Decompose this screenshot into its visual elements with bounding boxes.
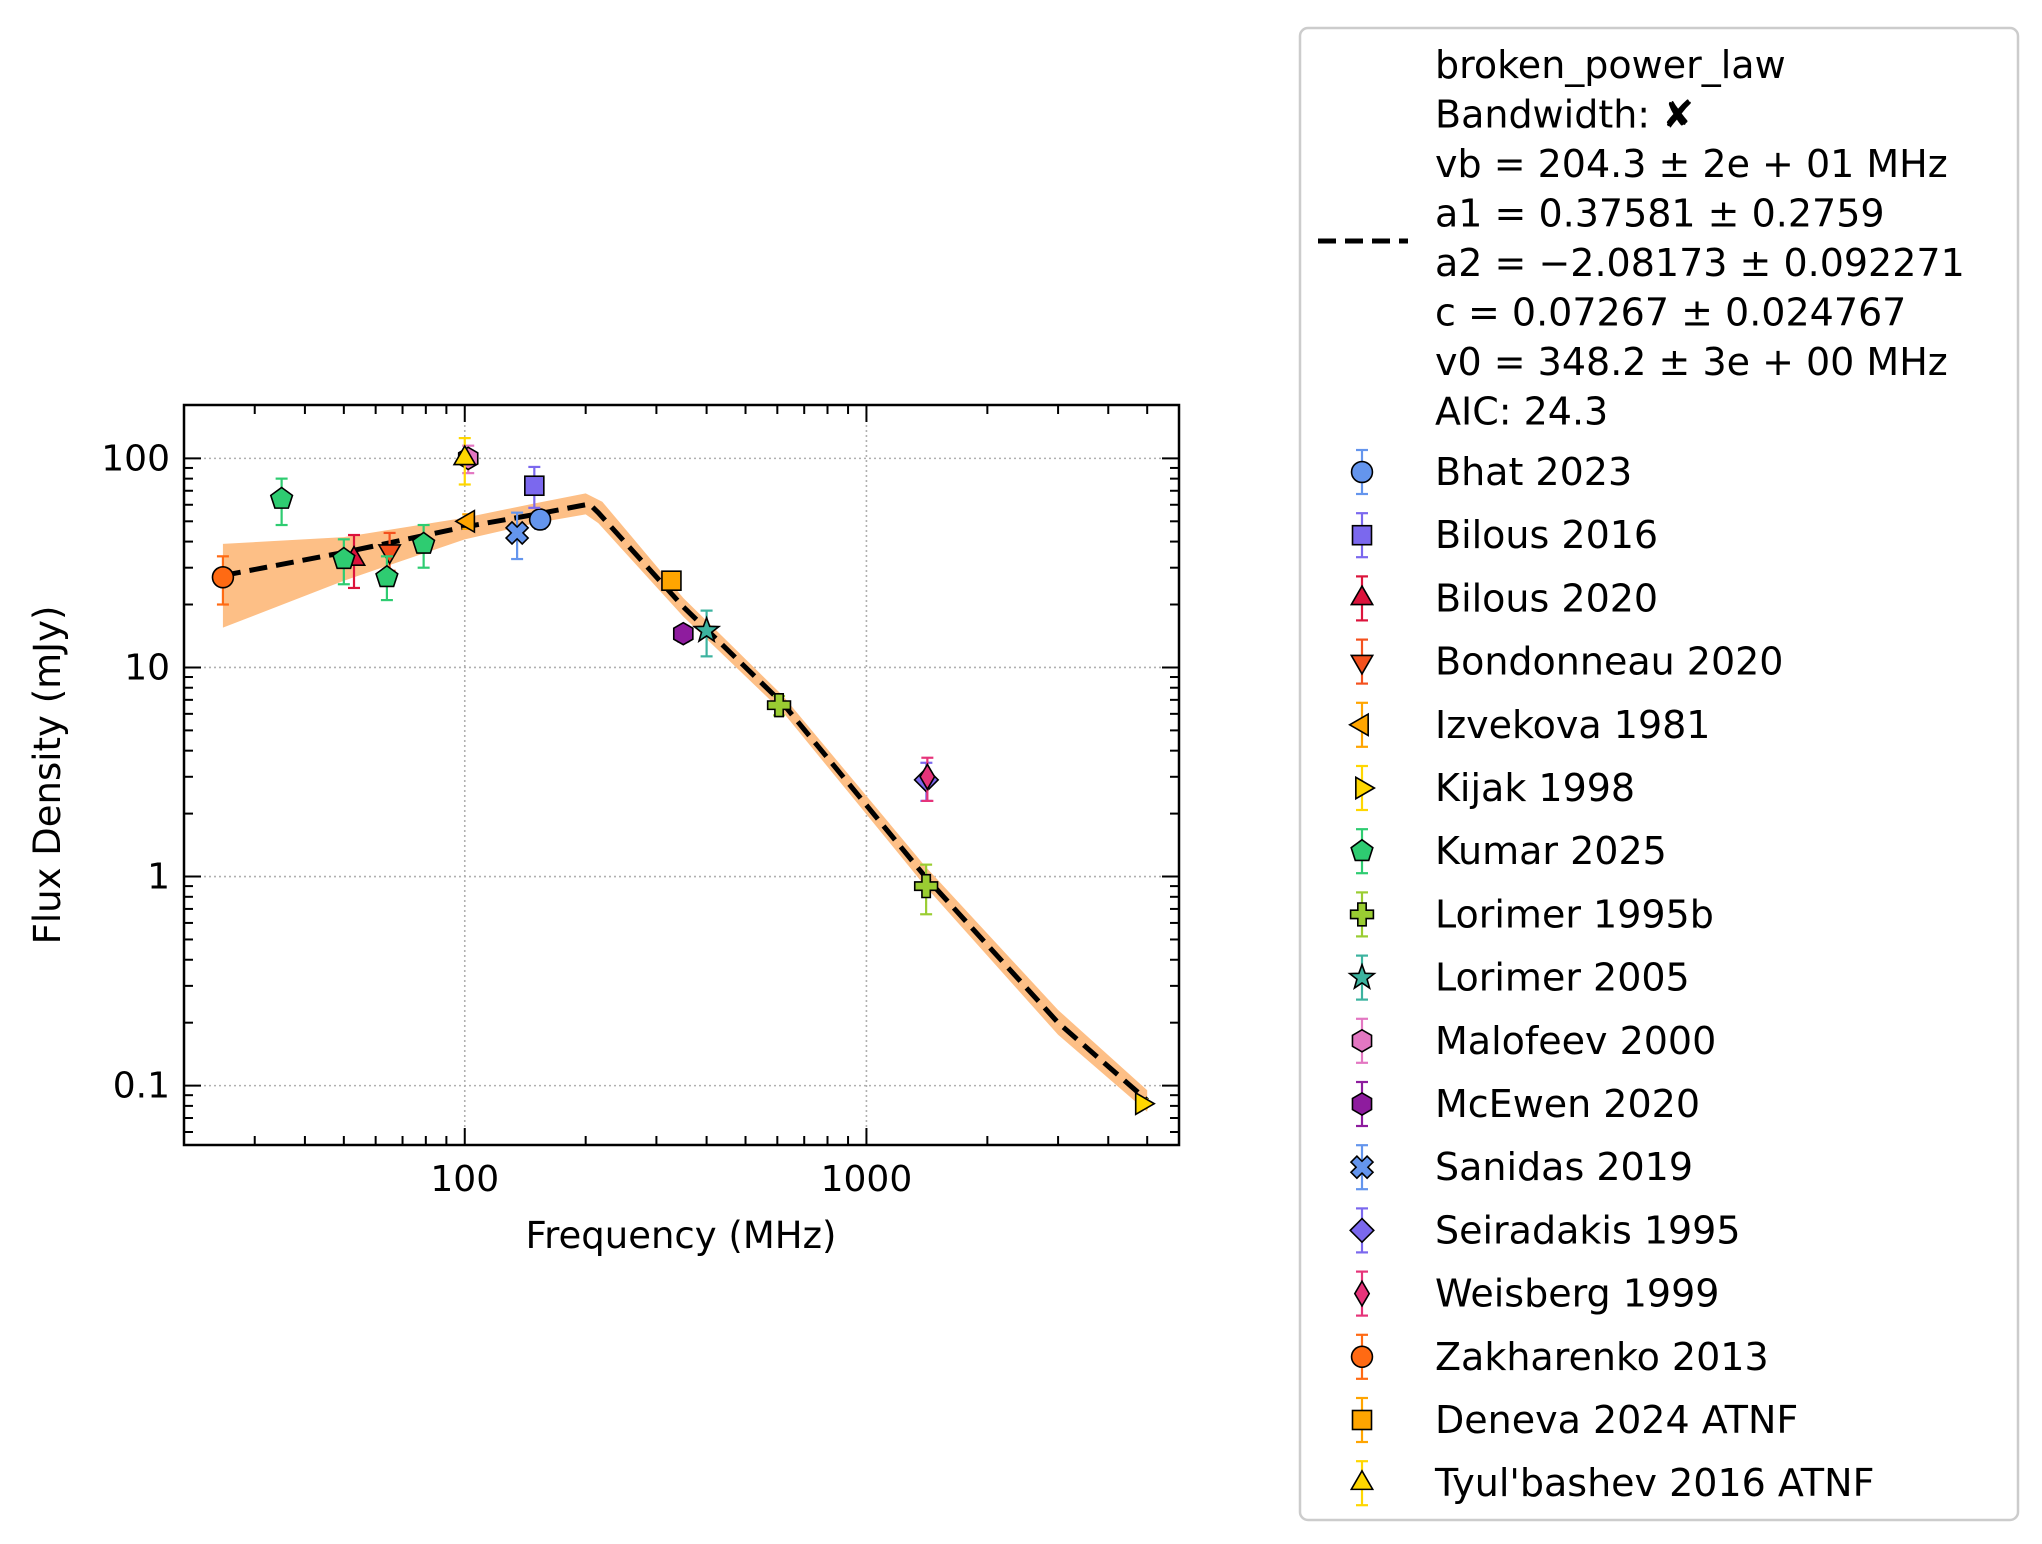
legend-entry-label: Izvekova 1981 [1435, 703, 1710, 747]
legend-entry-label: Lorimer 2005 [1435, 956, 1690, 1000]
data-point [269, 486, 294, 509]
y-tick-label: 10 [124, 647, 170, 688]
legend-marker [1351, 1028, 1373, 1053]
series [661, 570, 682, 591]
y-tick-label: 0.1 [113, 1066, 170, 1107]
legend-marker [1355, 775, 1376, 801]
legend-entry-label: Bilous 2016 [1435, 513, 1658, 557]
fit-legend-line: vb = 204.3 ± 2e + 01 MHz [1435, 142, 1948, 186]
legend-entry-label: Bhat 2023 [1435, 450, 1632, 494]
series [377, 531, 402, 572]
data-point [375, 564, 399, 588]
data-point [332, 546, 356, 570]
series [1134, 1091, 1156, 1116]
y-tick-label: 100 [101, 438, 170, 479]
fit-legend-line: Bandwidth: ✘ [1435, 93, 1694, 137]
data-point [692, 615, 722, 643]
legend-marker [1351, 1409, 1373, 1431]
data-point [452, 444, 477, 466]
series [528, 508, 552, 531]
legend-marker [1349, 1155, 1375, 1180]
legend-marker [1350, 838, 1374, 862]
data-point [211, 566, 235, 589]
fit-legend-line: v0 = 348.2 ± 3e + 00 MHz [1435, 340, 1948, 384]
legend-entry-label: Seiradakis 1995 [1435, 1208, 1741, 1252]
fit-curve [222, 501, 1149, 1103]
x-tick-label: 100 [430, 1159, 499, 1200]
legend-entry-label: Lorimer 1995b [1435, 892, 1714, 936]
legend-entry-label: Weisberg 1999 [1435, 1272, 1719, 1316]
fit-line [222, 501, 1149, 1103]
series [692, 609, 722, 658]
legend-marker [1347, 962, 1377, 990]
legend-entry-label: Zakharenko 2013 [1435, 1335, 1769, 1379]
series [919, 756, 936, 803]
fit-legend-line: broken_power_law [1435, 43, 1786, 87]
legend-marker [1348, 712, 1369, 737]
legend-entry-label: Bilous 2020 [1435, 576, 1658, 620]
x-axis-label: Frequency (MHz) [526, 1214, 837, 1257]
series [269, 477, 436, 602]
legend-entry-label: Kijak 1998 [1435, 766, 1635, 810]
data-point [913, 873, 939, 899]
legend-entry-label: Malofeev 2000 [1435, 1019, 1716, 1063]
legend-entry-label: Tyul'bashev 2016 ATNF [1434, 1461, 1874, 1505]
data-point [1134, 1091, 1156, 1116]
data-point [504, 520, 530, 546]
data-points [211, 437, 1156, 1116]
legend-marker [1353, 1279, 1371, 1308]
fit-legend-line: AIC: 24.3 [1435, 390, 1608, 434]
data-point [766, 692, 792, 718]
legend-entry-label: Deneva 2024 ATNF [1435, 1398, 1798, 1442]
legend-marker [1351, 524, 1373, 546]
legend-marker [1349, 584, 1375, 606]
fit-legend-line: a2 = −2.08173 ± 0.092271 [1435, 241, 1965, 285]
data-point [528, 508, 552, 531]
plot-background [184, 405, 1179, 1145]
data-point [672, 621, 694, 646]
legend-marker [1351, 1092, 1373, 1116]
legend-entry-label: Sanidas 2019 [1435, 1145, 1693, 1189]
legend-marker [1349, 654, 1375, 676]
axis-ticks: 100 1000 0.1 1 10 100 [101, 405, 1180, 1200]
data-point [454, 509, 476, 534]
plot-frame [182, 403, 1181, 1147]
series [452, 437, 477, 486]
legend-marker [1350, 1345, 1374, 1369]
x-tick-label: 1000 [821, 1159, 913, 1200]
legend-entry-label: Kumar 2025 [1435, 829, 1667, 873]
data-point [919, 762, 936, 791]
series [454, 509, 476, 534]
fit-band [222, 493, 1148, 1112]
legend-marker [1349, 902, 1375, 927]
data-point [377, 544, 402, 566]
series [211, 555, 235, 606]
legend-entry-label: McEwen 2020 [1435, 1082, 1700, 1126]
data-point [524, 475, 545, 497]
legend-marker [1349, 1217, 1375, 1244]
y-axis-label: Flux Density (mJy) [26, 606, 69, 945]
series [504, 511, 530, 561]
legend-box [1298, 26, 2020, 1522]
data-point [411, 531, 436, 554]
legend-entry-label: Bondonneau 2020 [1435, 640, 1783, 684]
series [672, 621, 694, 646]
fit-uncertainty-band [222, 493, 1148, 1112]
grid [184, 405, 1179, 1145]
y-tick-label: 1 [147, 857, 170, 898]
fit-legend-line: c = 0.07267 ± 0.024767 [1435, 291, 1906, 335]
fit-legend-line: a1 = 0.37581 ± 0.2759 [1435, 192, 1885, 236]
series [524, 465, 545, 509]
legend-marker [1350, 460, 1374, 484]
series [766, 692, 939, 916]
legend: broken_power_law Bandwidth: ✘ vb = 204.3 ±… [1298, 26, 2020, 1522]
legend-marker [1349, 1469, 1375, 1491]
data-point [661, 570, 682, 591]
